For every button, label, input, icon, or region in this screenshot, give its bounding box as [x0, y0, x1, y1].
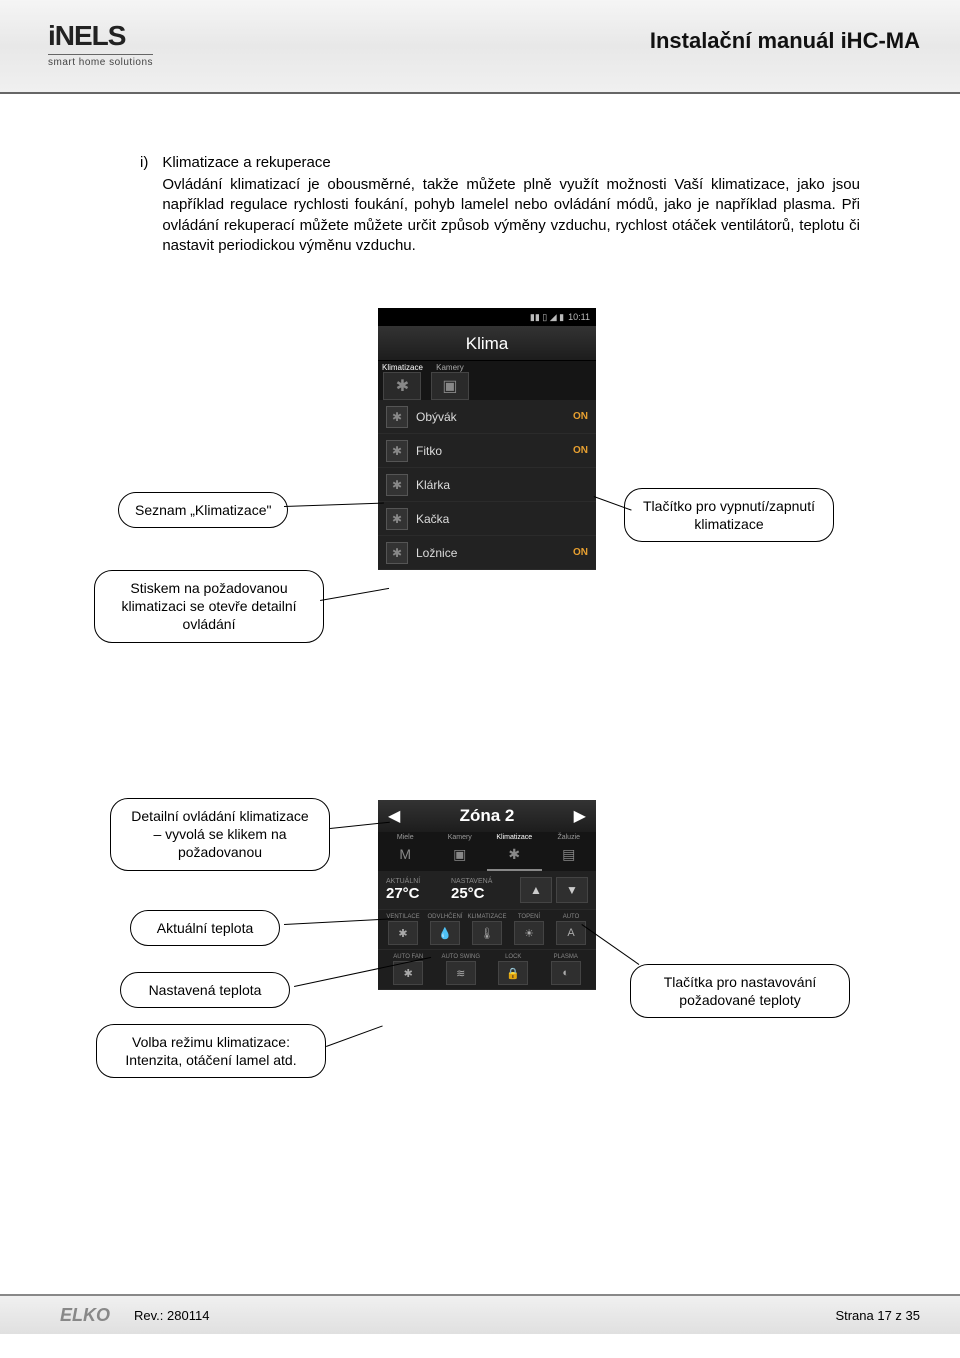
snowflake-icon: ✱: [386, 440, 408, 462]
actual-temp-label: AKTUÁLNÍ: [386, 878, 451, 885]
status-bar: ▮▮ ▯ ◢ ▮ 10:11: [378, 308, 596, 326]
list-item: i) Klimatizace a rekuperace Ovládání kli…: [140, 154, 860, 260]
callout-temp-buttons: Tlačítka pro nastavování požadované tepl…: [630, 964, 850, 1018]
blinds-icon: ▤: [542, 841, 597, 867]
footer-logo: ELKO: [60, 1305, 110, 1326]
callout-toggle: Tlačítko pro vypnutí/zapnutí klimatizace: [624, 488, 834, 542]
mode-label: AUTO: [550, 914, 592, 920]
actual-temp: AKTUÁLNÍ 27°C: [386, 878, 451, 902]
camera-icon: ▣: [431, 372, 469, 400]
leader-line: [320, 588, 389, 601]
callout-actual-temp: Aktuální teplota: [130, 910, 280, 946]
logo-subtitle: smart home solutions: [48, 54, 153, 68]
phone-tabs: Klimatizace ✱ Kamery ▣: [378, 361, 596, 400]
room-label: Obývák: [416, 410, 573, 424]
temperature-row: AKTUÁLNÍ 27°C NASTAVENÁ 25°C ▲ ▼: [378, 871, 596, 910]
mode-label: AUTO SWING: [435, 954, 488, 960]
set-temp: NASTAVENÁ 25°C: [451, 878, 516, 902]
climate-room-row[interactable]: ✱ FitkoON: [378, 434, 596, 468]
mode-icon: ◐: [551, 961, 581, 985]
actual-temp-value: 27°C: [386, 885, 451, 902]
mode-icon: ✱: [388, 921, 418, 945]
leader-line: [284, 503, 384, 507]
snowflake-icon: ✱: [386, 542, 408, 564]
mode-label: PLASMA: [540, 954, 593, 960]
mode-button[interactable]: KLIMATIZACE🌡: [466, 914, 508, 945]
mode-button[interactable]: PLASMA◐: [540, 954, 593, 985]
set-temp-value: 25°C: [451, 885, 516, 902]
callout-mode: Volba režimu klimatizace: Intenzita, otá…: [96, 1024, 326, 1078]
page-title: Instalační manuál iHC-MA: [650, 28, 920, 54]
zone-header: ◀ Zóna 2 ▶: [378, 800, 596, 832]
temp-down-button[interactable]: ▼: [556, 877, 588, 903]
snowflake-icon: ✱: [487, 841, 542, 867]
prev-zone-button[interactable]: ◀: [388, 806, 400, 826]
mode-icon: 🌡: [472, 921, 502, 945]
mode-icon: ☀: [514, 921, 544, 945]
mode-icon: 🔒: [498, 961, 528, 985]
tab-klimatizace[interactable]: Klimatizace ✱: [378, 361, 427, 400]
tab-zaluzie[interactable]: Žaluzie▤: [542, 832, 597, 871]
screen-title: Klima: [378, 326, 596, 361]
next-zone-button[interactable]: ▶: [574, 806, 586, 826]
signal-icon: ▮▮ ▯ ◢ ▮: [530, 312, 564, 323]
logo-text: iNELS: [48, 20, 153, 52]
set-temp-label: NASTAVENÁ: [451, 878, 516, 885]
mode-label: LOCK: [487, 954, 540, 960]
miele-icon: M: [378, 841, 433, 867]
section-title: Klimatizace a rekuperace: [162, 154, 860, 171]
tab-kamery[interactable]: Kamery ▣: [427, 361, 473, 400]
camera-icon: ▣: [433, 841, 488, 867]
mode-label: TOPENÍ: [508, 914, 550, 920]
mode-button[interactable]: LOCK🔒: [487, 954, 540, 985]
tab-klimatizace[interactable]: Klimatizace✱: [487, 832, 542, 871]
list-marker: i): [140, 154, 148, 260]
on-indicator[interactable]: ON: [573, 411, 588, 422]
logo: iNELS smart home solutions: [48, 20, 153, 68]
snowflake-icon: ✱: [386, 406, 408, 428]
mode-label: ODVLHČENÍ: [424, 914, 466, 920]
content: i) Klimatizace a rekuperace Ovládání kli…: [0, 94, 960, 260]
room-label: Klárka: [416, 478, 588, 492]
mode-label: KLIMATIZACE: [466, 914, 508, 920]
status-time: 10:11: [568, 312, 590, 322]
climate-room-row[interactable]: ✱ Klárka: [378, 468, 596, 502]
tab-miele[interactable]: MieleM: [378, 832, 433, 871]
mode-button[interactable]: AUTO SWING≋: [435, 954, 488, 985]
temp-up-button[interactable]: ▲: [520, 877, 552, 903]
mode-button[interactable]: TOPENÍ☀: [508, 914, 550, 945]
snowflake-icon: ✱: [383, 372, 421, 400]
section-paragraph: Ovládání klimatizací je obousměrné, takž…: [162, 175, 860, 256]
page-header: iNELS smart home solutions Instalační ma…: [0, 0, 960, 94]
climate-room-row[interactable]: ✱ ObývákON: [378, 400, 596, 434]
callout-seznam: Seznam „Klimatizace": [118, 492, 288, 528]
mode-row-2: AUTO FAN✱AUTO SWING≋LOCK🔒PLASMA◐: [378, 950, 596, 990]
mode-button[interactable]: AUTOA: [550, 914, 592, 945]
leader-line: [326, 1025, 383, 1046]
phone2-tabs: MieleM Kamery▣ Klimatizace✱ Žaluzie▤: [378, 832, 596, 871]
snowflake-icon: ✱: [386, 474, 408, 496]
room-label: Kačka: [416, 512, 588, 526]
snowflake-icon: ✱: [386, 508, 408, 530]
callout-detail: Detailní ovládání klimatizace – vyvolá s…: [110, 798, 330, 871]
list-body: Klimatizace a rekuperace Ovládání klimat…: [162, 154, 860, 260]
climate-room-row[interactable]: ✱ LožniceON: [378, 536, 596, 570]
page-footer: ELKO Rev.: 280114 Strana 17 z 35: [0, 1294, 960, 1334]
mode-button[interactable]: ODVLHČENÍ💧: [424, 914, 466, 945]
footer-rev: Rev.: 280114: [134, 1308, 209, 1323]
room-label: Fitko: [416, 444, 573, 458]
on-indicator[interactable]: ON: [573, 547, 588, 558]
zone-title: Zóna 2: [460, 806, 515, 826]
mode-icon: ≋: [446, 961, 476, 985]
on-indicator[interactable]: ON: [573, 445, 588, 456]
callout-open-detail: Stiskem na požadovanou klimatizaci se ot…: [94, 570, 324, 643]
mode-icon: 💧: [430, 921, 460, 945]
phone-screenshot-1: ▮▮ ▯ ◢ ▮ 10:11 Klima Klimatizace ✱ Kamer…: [378, 308, 596, 570]
footer-page: Strana 17 z 35: [835, 1308, 920, 1323]
callout-set-temp: Nastavená teplota: [120, 972, 290, 1008]
climate-room-row[interactable]: ✱ Kačka: [378, 502, 596, 536]
room-label: Ložnice: [416, 546, 573, 560]
tab-kamery[interactable]: Kamery▣: [433, 832, 488, 871]
mode-row-1: VENTILACE✱ODVLHČENÍ💧KLIMATIZACE🌡TOPENÍ☀A…: [378, 910, 596, 950]
